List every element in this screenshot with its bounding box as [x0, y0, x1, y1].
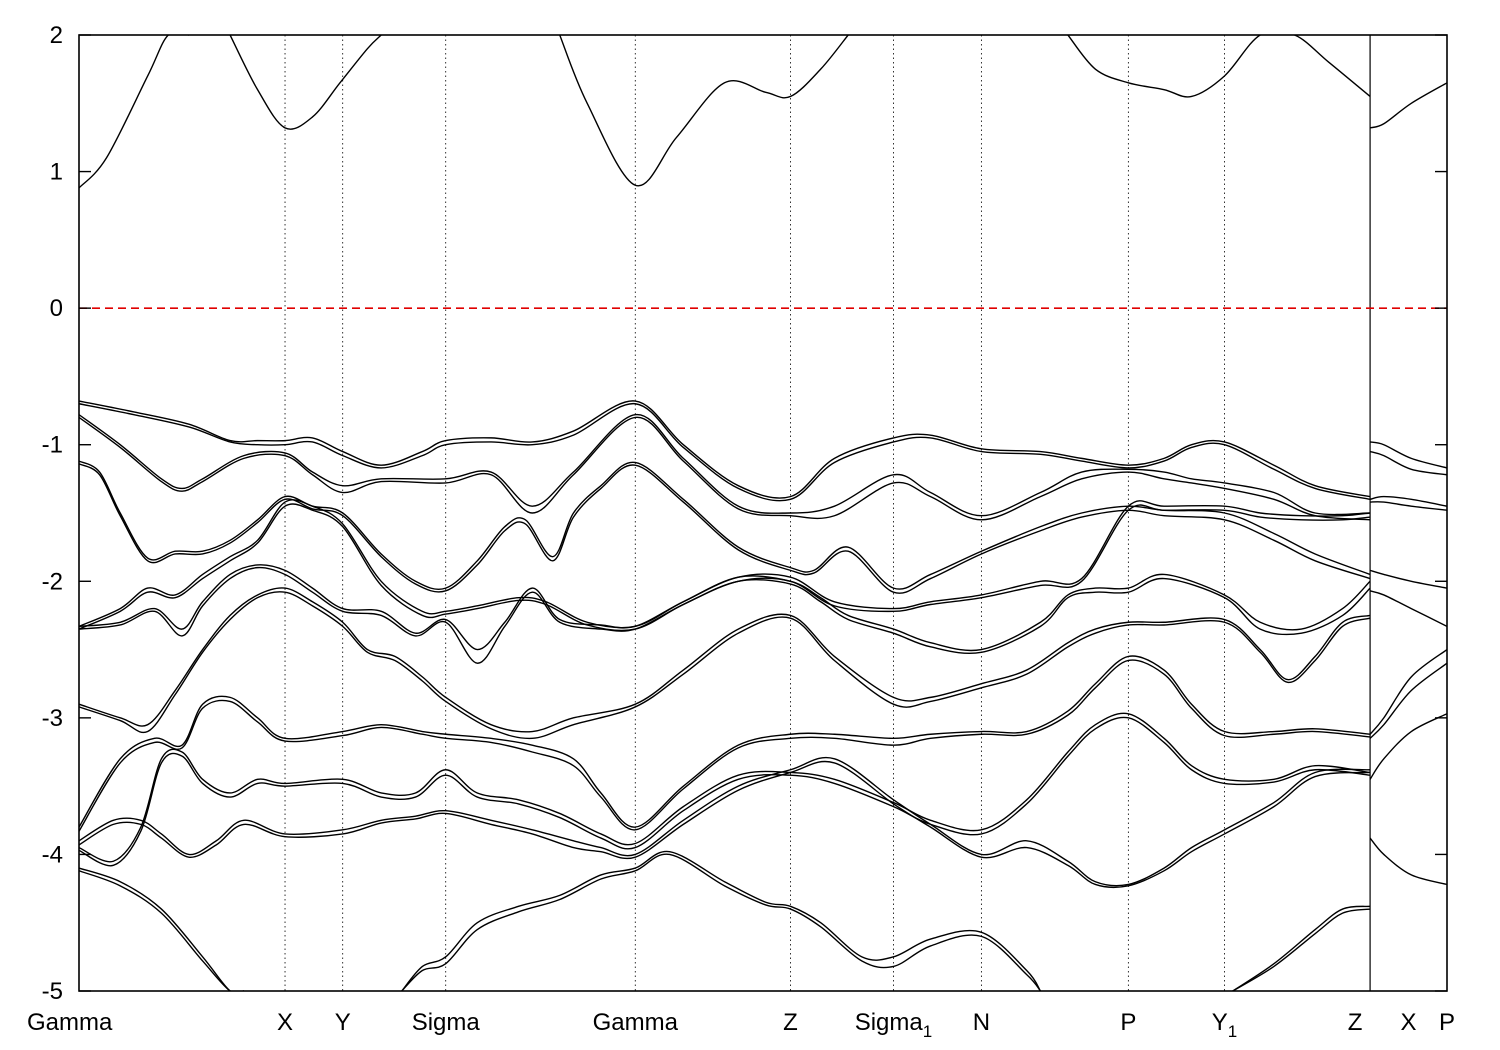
band-line-11: [79, 499, 1371, 629]
band-line-37: [1369, 713, 1447, 780]
x-tick-label-3: Sigma: [412, 1009, 481, 1036]
band-line-32: [1370, 501, 1447, 511]
band-line-4: [1369, 82, 1447, 129]
x-tick-label-2: Y: [335, 1009, 351, 1036]
band-line-20: [79, 716, 1371, 867]
y-tick-label: 1: [50, 159, 63, 186]
band-line-0: [79, 35, 189, 189]
band-line-30: [1369, 450, 1447, 476]
band-line-5: [79, 400, 1371, 499]
x-tick-label-10: Z: [1348, 1009, 1363, 1036]
y-tick-label: -3: [42, 705, 63, 732]
x-tick-label-7: N: [973, 1009, 990, 1036]
band-line-25: [401, 850, 1042, 991]
bands-layer: [79, 35, 1447, 991]
band-line-3: [1067, 35, 1371, 98]
band-line-31: [1369, 495, 1447, 507]
band-line-24: [79, 870, 244, 991]
band-line-28: [1232, 908, 1371, 991]
band-line-10: [79, 463, 1371, 594]
band-line-9: [79, 460, 1371, 590]
band-line-36: [1369, 662, 1447, 739]
band-line-34: [1369, 590, 1447, 627]
plot-frame: [78, 34, 1448, 992]
band-line-16: [79, 591, 1371, 740]
x-tick-label-12: P: [1439, 1009, 1455, 1036]
y-tick-label: 0: [50, 295, 63, 322]
x-tick-label-11: X: [1401, 1009, 1417, 1036]
band-line-17: [79, 655, 1371, 828]
y-tick-label: 2: [50, 22, 63, 49]
band-line-38: [1369, 837, 1447, 886]
band-line-13: [79, 564, 1371, 652]
band-line-33: [1369, 569, 1447, 589]
plot-frame-layer: [78, 34, 1448, 992]
band-line-1: [229, 35, 382, 130]
y-tick-label: -1: [42, 432, 63, 459]
band-line-12: [79, 503, 1371, 632]
x-tick-label-4: Gamma: [593, 1009, 679, 1036]
band-line-2: [559, 35, 849, 187]
band-line-26: [401, 853, 1042, 991]
band-line-18: [79, 659, 1371, 832]
band-line-27: [1232, 905, 1371, 991]
x-tick-label-1: X: [277, 1009, 293, 1036]
y-tick-label: -2: [42, 568, 63, 595]
band-line-29: [1369, 441, 1447, 469]
band-line-8: [79, 416, 1371, 521]
x-tick-label-5: Z: [783, 1009, 798, 1036]
y-tick-layer: -5 -4 -3 -2 -1 0 1 2: [42, 22, 1447, 1005]
x-tick-layer: Gamma X Y Sigma Gamma Z Sigma1 N P Y1 Z X P: [27, 1009, 1455, 1041]
x-tick-label-6: Sigma1: [855, 1009, 933, 1041]
band-line-35: [1369, 649, 1447, 735]
band-line-23: [79, 867, 244, 991]
kpoint-grid-layer: [284, 35, 1371, 991]
y-tick-label: -5: [42, 978, 63, 1005]
band-line-22: [79, 760, 1371, 889]
band-line-15: [79, 587, 1371, 733]
band-line-21: [79, 756, 1371, 887]
x-tick-label-0: Gamma: [27, 1009, 113, 1036]
y-tick-label: -4: [42, 841, 63, 868]
band-line-7: [79, 413, 1371, 517]
x-tick-label-8: P: [1120, 1009, 1136, 1036]
band-line-19: [79, 712, 1371, 863]
x-tick-label-9: Y1: [1212, 1009, 1237, 1041]
